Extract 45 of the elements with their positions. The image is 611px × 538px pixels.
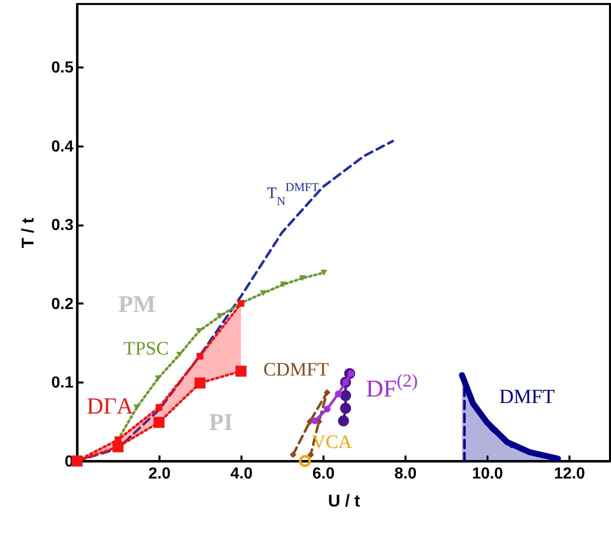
x-tick-label: 8.0 (394, 466, 417, 482)
point (156, 404, 162, 411)
series-label: DΓA (86, 394, 134, 419)
annotation: PM (118, 292, 156, 318)
y-tick-label: 0.5 (51, 60, 74, 77)
series-label: DMFT (499, 386, 555, 408)
point (196, 352, 204, 360)
point (320, 270, 328, 276)
series-label: VCA (312, 432, 352, 453)
point (311, 417, 318, 424)
series-label: DF$^{(2)}$ (366, 370, 418, 403)
annotation: PI (209, 410, 233, 436)
y-tick-label: 0.2 (51, 296, 74, 313)
point (260, 290, 266, 296)
point (324, 389, 330, 396)
point (154, 416, 164, 428)
y-tick-label: 0.3 (51, 217, 74, 234)
point (134, 404, 140, 410)
point (298, 455, 311, 467)
point (176, 352, 183, 358)
point (324, 406, 330, 412)
point (194, 378, 206, 388)
point (307, 451, 314, 458)
x-tick-label: 2.0 (148, 466, 171, 482)
point (340, 390, 352, 402)
x-tick-label: 12.0 (554, 466, 586, 482)
x-axis-title: U / t (328, 492, 360, 510)
point (280, 282, 287, 288)
point (338, 415, 349, 426)
point (290, 451, 296, 458)
y-tick-label: 0.1 (51, 374, 74, 392)
y-axis-title: T / t (18, 218, 38, 248)
point (196, 328, 203, 334)
series-label: TPSC (123, 338, 169, 360)
point (299, 275, 306, 282)
x-tick-label: 6.0 (312, 466, 335, 482)
point (340, 402, 352, 414)
x-tick-label: 4.0 (230, 466, 253, 482)
point (216, 313, 224, 319)
y-tick-label: 0.4 (51, 138, 74, 156)
point (112, 441, 124, 452)
x-tick-label: 10.0 (472, 466, 504, 482)
point (236, 366, 246, 377)
point (334, 390, 342, 398)
series-label: CDMFT (263, 359, 330, 380)
